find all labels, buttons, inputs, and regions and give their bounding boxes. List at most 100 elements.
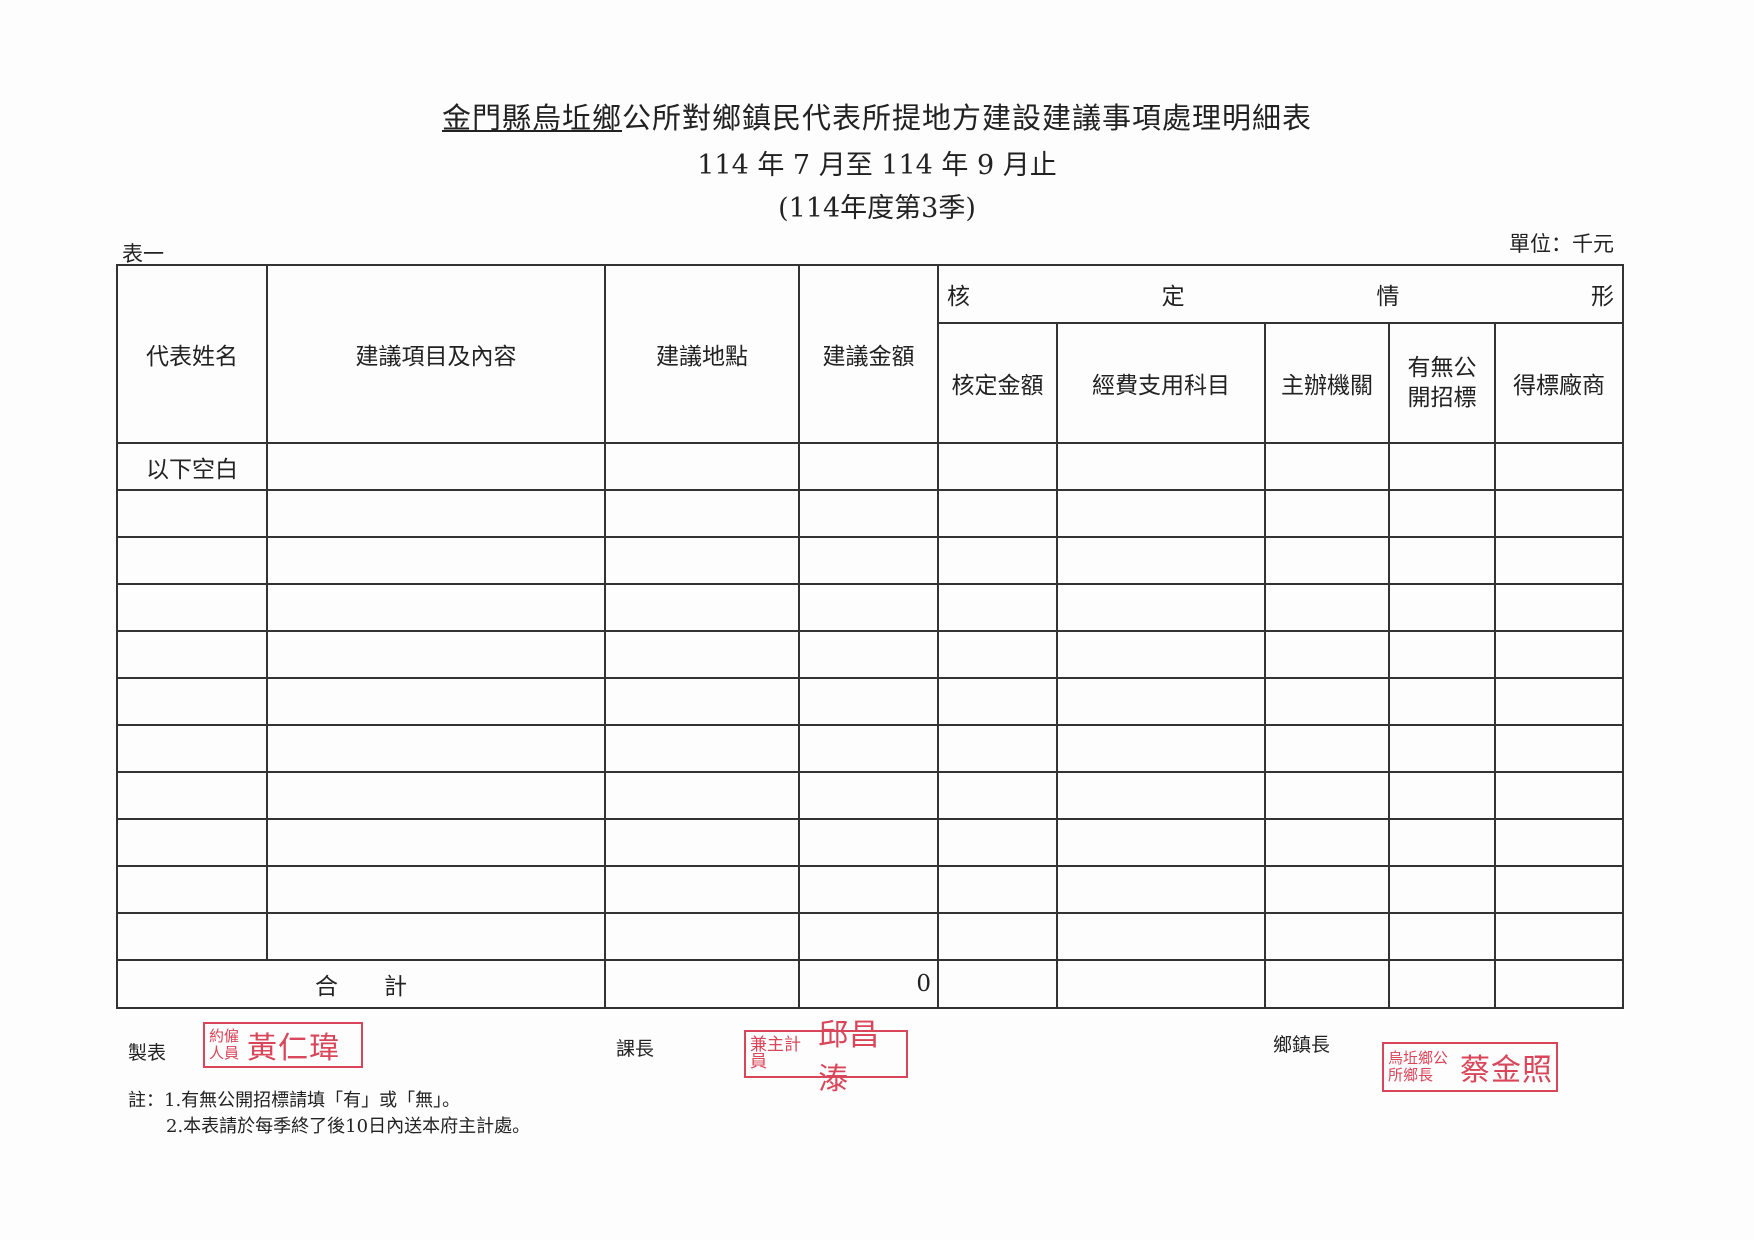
table-cell [1056, 912, 1266, 961]
table-cell [1056, 724, 1266, 773]
table-cell [604, 818, 800, 867]
total-cell [937, 959, 1058, 1009]
table-cell [604, 865, 800, 914]
table-cell [266, 818, 606, 867]
table-cell [266, 489, 606, 538]
total-cell [604, 959, 800, 1009]
table-cell [116, 865, 268, 914]
table-cell [937, 724, 1058, 773]
table-cell [798, 818, 939, 867]
table-row [116, 583, 1624, 632]
table-row [116, 724, 1624, 773]
col-location: 建議地點 [604, 264, 800, 444]
table-cell [604, 677, 800, 726]
table-cell [1494, 583, 1624, 632]
table-cell: 以下空白 [116, 442, 268, 491]
table-cell [1388, 912, 1496, 961]
table-cell [1056, 489, 1266, 538]
table-cell [116, 630, 268, 679]
table-cell [937, 442, 1058, 491]
table-cell [1388, 818, 1496, 867]
table-cell [1388, 724, 1496, 773]
table-row [116, 489, 1624, 538]
table-cell [798, 536, 939, 585]
col-amount: 建議金額 [798, 264, 939, 444]
table-cell [1388, 489, 1496, 538]
table-cell [1264, 630, 1390, 679]
table-cell [1494, 630, 1624, 679]
stamp-title: 約僱人員 [209, 1027, 240, 1062]
table-cell [937, 912, 1058, 961]
section-chief-label: 課長 [616, 1038, 655, 1060]
total-label: 合 計 [116, 959, 606, 1009]
table-row [116, 536, 1624, 585]
table-row [116, 771, 1624, 820]
section-chief-stamp: 兼主計員 邱昌溙 [744, 1018, 908, 1097]
total-cell [1264, 959, 1390, 1009]
table-cell [1056, 630, 1266, 679]
table-cell [116, 912, 268, 961]
table-row [116, 630, 1624, 679]
group-char: 情 [1376, 284, 1400, 310]
col-approved-amount: 核定金額 [937, 322, 1058, 444]
table-cell [1056, 583, 1266, 632]
table-cell [116, 724, 268, 773]
table-cell [1388, 771, 1496, 820]
table-row [116, 912, 1624, 961]
table-cell [604, 771, 800, 820]
col-public-tender: 有無公開招標 [1388, 322, 1496, 444]
table-cell [116, 489, 268, 538]
table-cell [1494, 818, 1624, 867]
table-cell [604, 724, 800, 773]
table-cell [1388, 865, 1496, 914]
table-cell [798, 677, 939, 726]
group-char: 定 [1161, 284, 1185, 310]
table-cell [604, 489, 800, 538]
group-approval: 核定情形 [937, 264, 1624, 324]
table-cell [266, 630, 606, 679]
note-item: 1.有無公開招標請填「有」或「無」。 [164, 1090, 461, 1111]
notes: 註：1.有無公開招標請填「有」或「無」。 2.本表請於每季終了後10日內送本府主… [128, 1088, 530, 1140]
stamp-name: 邱昌溙 [818, 1018, 881, 1097]
table-number: 表一 [122, 242, 164, 266]
title-county: 金門縣烏坵鄉 [441, 101, 622, 135]
notes-prefix: 註： [128, 1090, 164, 1111]
table-cell [1264, 583, 1390, 632]
table-cell [266, 677, 606, 726]
table-cell [937, 489, 1058, 538]
table-cell [1388, 583, 1496, 632]
table-cell [1388, 536, 1496, 585]
table-cell [604, 442, 800, 491]
table-cell [604, 630, 800, 679]
col-budget-item: 經費支用科目 [1056, 322, 1266, 444]
table-row [116, 677, 1624, 726]
group-char: 核 [947, 284, 970, 310]
table-cell [1264, 442, 1390, 491]
total-cell [1494, 959, 1624, 1009]
table-cell [1494, 724, 1624, 773]
table-cell [266, 724, 606, 773]
table-cell [937, 677, 1058, 726]
table-cell [604, 912, 800, 961]
col-rep-name: 代表姓名 [116, 264, 268, 444]
proposal-table: 代表姓名 建議項目及內容 建議地點 建議金額 核定情形 核定金額 經費支用科目 … [116, 264, 1624, 1009]
note-item: 2.本表請於每季終了後10日內送本府主計處。 [166, 1116, 531, 1137]
table-cell [937, 865, 1058, 914]
stamp-title: 兼主計員 [750, 1035, 801, 1072]
quarter: (114年度第3季) [778, 193, 976, 224]
total-amount: 0 [798, 959, 939, 1009]
table-cell [1056, 677, 1266, 726]
table-cell [1388, 677, 1496, 726]
table-cell [1264, 536, 1390, 585]
table-cell [116, 677, 268, 726]
table-cell [798, 489, 939, 538]
table-cell [116, 536, 268, 585]
table-row: 以下空白 [116, 442, 1624, 491]
table-cell [604, 583, 800, 632]
table-cell [116, 771, 268, 820]
table-cell [798, 912, 939, 961]
table-cell [937, 536, 1058, 585]
table-cell [1056, 536, 1266, 585]
table-cell [1264, 771, 1390, 820]
group-char: 形 [1590, 284, 1614, 310]
